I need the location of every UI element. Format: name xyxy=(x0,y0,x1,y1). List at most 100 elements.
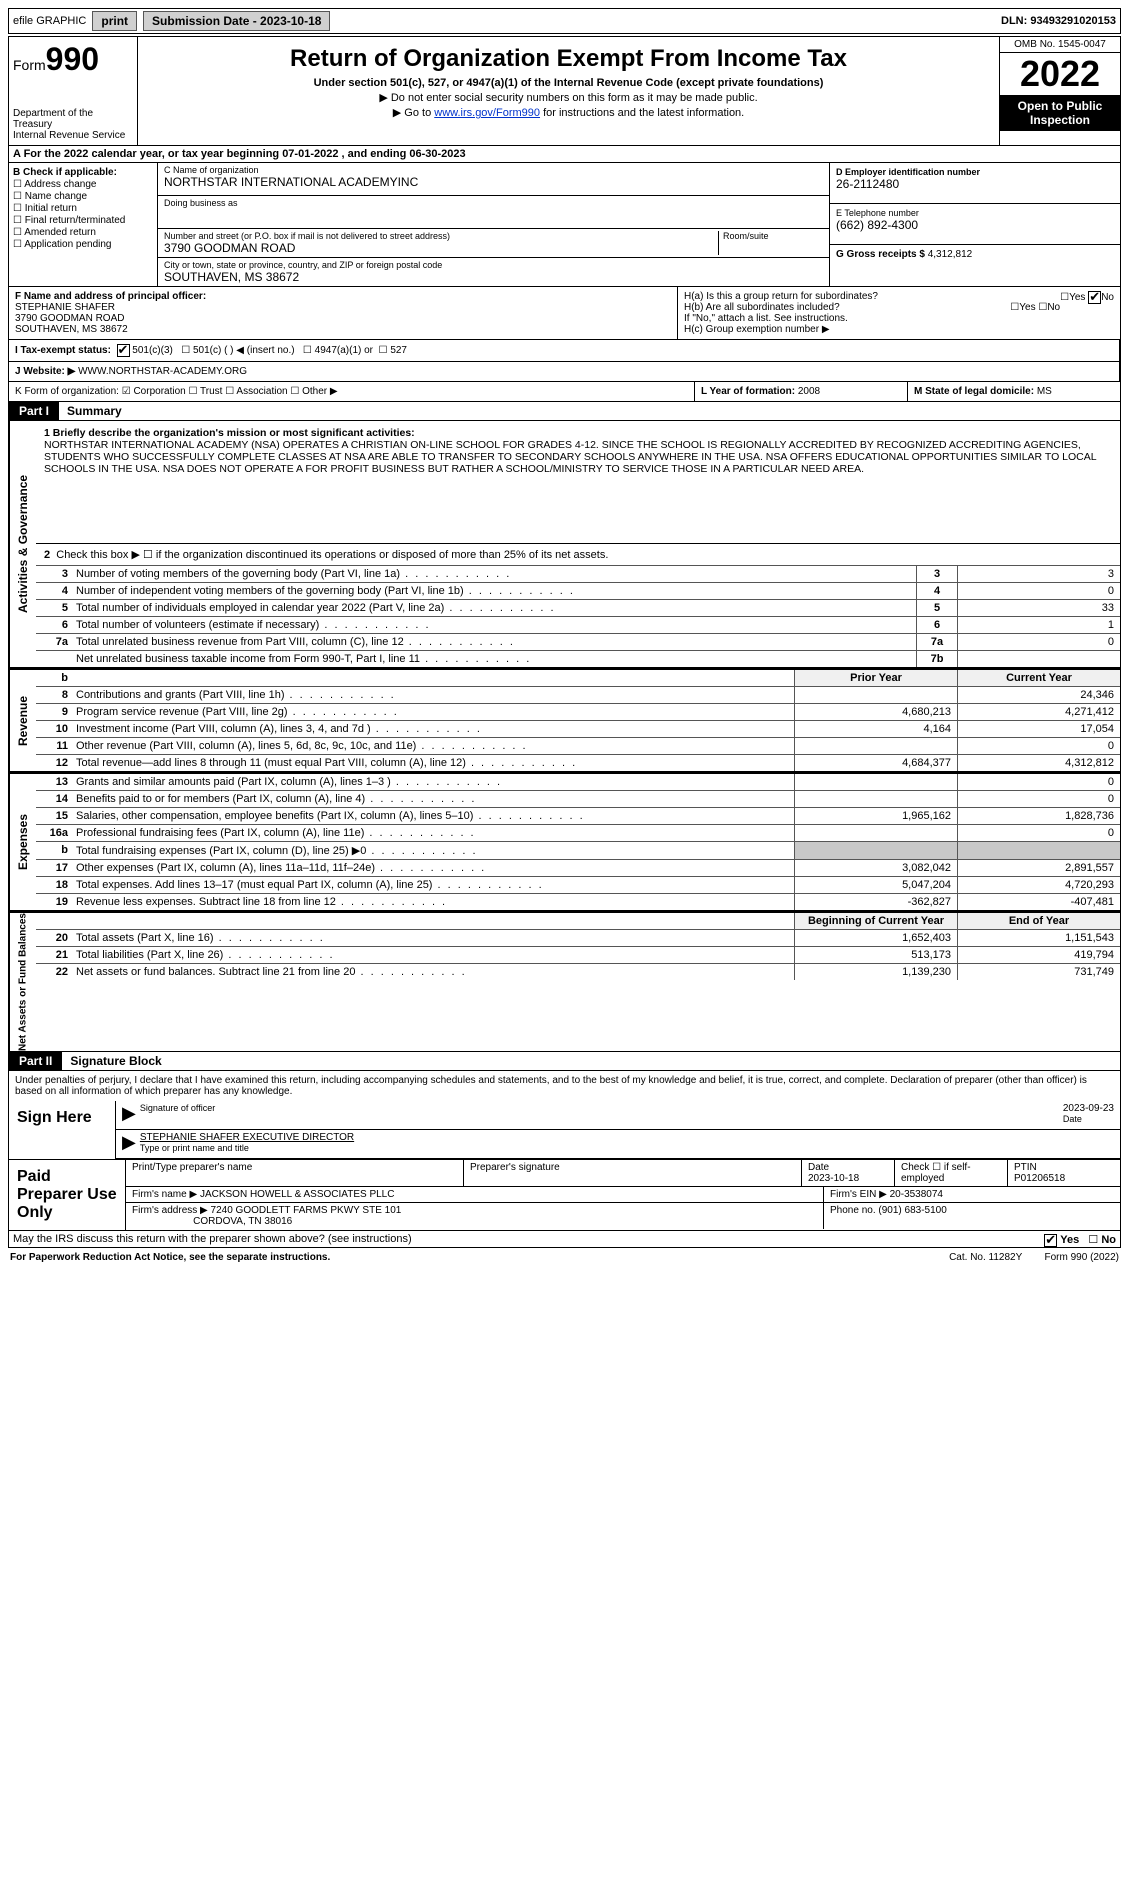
header-right: OMB No. 1545-0047 2022 Open to Public In… xyxy=(999,37,1120,145)
discuss-yes: Yes xyxy=(1060,1234,1079,1246)
room-label: Room/suite xyxy=(723,231,823,241)
ha-yes[interactable]: Yes xyxy=(1069,292,1085,303)
mission-block: 1 Briefly describe the organization's mi… xyxy=(36,421,1120,544)
line-2: 2 Check this box ▶ ☐ if the organization… xyxy=(36,544,1120,566)
ptin-label: PTIN xyxy=(1014,1162,1037,1173)
firm-ein: 20-3538074 xyxy=(890,1189,943,1200)
preparer-block: Paid Preparer Use Only Print/Type prepar… xyxy=(8,1160,1121,1231)
ha-label: H(a) Is this a group return for subordin… xyxy=(684,291,878,302)
header-left: Form990 Department of the Treasury Inter… xyxy=(9,37,138,145)
phone-label: E Telephone number xyxy=(836,208,1114,218)
discuss-yes-check[interactable] xyxy=(1044,1234,1057,1247)
box-l: L Year of formation: 2008 xyxy=(695,382,908,401)
firm-ein-label: Firm's EIN ▶ xyxy=(830,1189,887,1200)
mission-text: NORTHSTAR INTERNATIONAL ACADEMY (NSA) OP… xyxy=(44,439,1096,475)
org-name-label: C Name of organization xyxy=(164,165,823,175)
row-i: I Tax-exempt status: 501(c)(3) ☐ 501(c) … xyxy=(8,340,1121,362)
chk-501c3[interactable] xyxy=(117,344,130,357)
exp-line-14: 14Benefits paid to or for members (Part … xyxy=(36,791,1120,808)
vtab-netassets: Net Assets or Fund Balances xyxy=(9,913,36,1051)
discuss-label: May the IRS discuss this return with the… xyxy=(13,1233,412,1245)
street-value: 3790 GOODMAN ROAD xyxy=(164,241,718,255)
top-bar: efile GRAPHIC print Submission Date - 20… xyxy=(8,8,1121,34)
part1-title: Summary xyxy=(59,402,130,420)
discuss-no[interactable]: No xyxy=(1101,1234,1116,1246)
omb-number: OMB No. 1545-0047 xyxy=(1000,37,1120,53)
form-prefix: Form xyxy=(13,57,46,73)
part1-badge: Part I xyxy=(9,402,59,420)
website-value: WWW.NORTHSTAR-ACADEMY.ORG xyxy=(78,366,247,377)
box-b-label: B Check if applicable: xyxy=(13,167,117,178)
gov-line-5: 5Total number of individuals employed in… xyxy=(36,600,1120,617)
row-a-tax-year: A For the 2022 calendar year, or tax yea… xyxy=(8,146,1121,163)
officer-signature-line: ▶ Signature of officer 2023-09-23Date xyxy=(116,1101,1120,1130)
discuss-row: May the IRS discuss this return with the… xyxy=(8,1231,1121,1248)
box-m: M State of legal domicile: MS xyxy=(908,382,1120,401)
exp-line-17: 17Other expenses (Part IX, column (A), l… xyxy=(36,860,1120,877)
paperwork-notice: For Paperwork Reduction Act Notice, see … xyxy=(10,1252,330,1263)
ptin-value: P01206518 xyxy=(1014,1173,1065,1184)
prep-selfemp-label[interactable]: Check ☐ if self-employed xyxy=(901,1162,971,1184)
ha-no-check[interactable] xyxy=(1088,291,1101,304)
gov-line-7b: Net unrelated business taxable income fr… xyxy=(36,651,1120,667)
officer-addr2: SOUTHAVEN, MS 38672 xyxy=(15,324,128,335)
submission-date-button[interactable]: Submission Date - 2023-10-18 xyxy=(143,11,330,31)
form-990-number: 990 xyxy=(46,41,99,77)
firm-name: JACKSON HOWELL & ASSOCIATES PLLC xyxy=(200,1189,395,1200)
vtab-governance: Activities & Governance xyxy=(9,421,36,667)
chk-initial-return[interactable]: ☐ Initial return xyxy=(13,203,153,214)
hb-yes[interactable]: Yes xyxy=(1019,302,1035,313)
firm-addr-label: Firm's address ▶ xyxy=(132,1205,208,1216)
opt-4947[interactable]: 4947(a)(1) or xyxy=(315,345,373,356)
hb-label: H(b) Are all subordinates included? xyxy=(684,302,840,313)
tax-year: 2022 xyxy=(1000,53,1120,95)
tax-exempt-label: I Tax-exempt status: xyxy=(15,345,111,356)
chk-name-change[interactable]: ☐ Name change xyxy=(13,191,153,202)
ein-label: D Employer identification number xyxy=(836,167,980,177)
opt-527[interactable]: 527 xyxy=(390,345,407,356)
hc-label: H(c) Group exemption number ▶ xyxy=(684,324,1114,335)
gov-line-7a: 7aTotal unrelated business revenue from … xyxy=(36,634,1120,651)
gov-line-3: 3Number of voting members of the governi… xyxy=(36,566,1120,583)
dept-treasury: Department of the Treasury xyxy=(13,108,133,130)
hb-note: If "No," attach a list. See instructions… xyxy=(684,313,1114,324)
print-button[interactable]: print xyxy=(92,11,137,31)
exp-line-15: 15Salaries, other compensation, employee… xyxy=(36,808,1120,825)
preparer-label: Paid Preparer Use Only xyxy=(9,1160,125,1230)
rev-line-8: 8Contributions and grants (Part VIII, li… xyxy=(36,687,1120,704)
dln-label: DLN: 93493291020153 xyxy=(1001,15,1116,27)
exp-line-b: bTotal fundraising expenses (Part IX, co… xyxy=(36,842,1120,860)
name-arrow-icon: ▶ xyxy=(122,1132,136,1156)
box-h: H(a) Is this a group return for subordin… xyxy=(678,287,1120,339)
begin-year-header: Beginning of Current Year xyxy=(794,913,957,929)
vtab-revenue: Revenue xyxy=(9,670,36,771)
chk-amended-return[interactable]: ☐ Amended return xyxy=(13,227,153,238)
chk-final-return[interactable]: ☐ Final return/terminated xyxy=(13,215,153,226)
ssn-note: ▶ Do not enter social security numbers o… xyxy=(142,91,995,104)
net-line-22: 22Net assets or fund balances. Subtract … xyxy=(36,964,1120,980)
prep-sig-label: Preparer's signature xyxy=(470,1162,560,1173)
rev-line-12: 12Total revenue—add lines 8 through 11 (… xyxy=(36,755,1120,771)
officer-sig-label: Signature of officer xyxy=(140,1103,215,1127)
chk-address-change[interactable]: ☐ Address change xyxy=(13,179,153,190)
officer-name: STEPHANIE SHAFER xyxy=(15,302,115,313)
box-k: K Form of organization: ☑ Corporation ☐ … xyxy=(9,382,695,401)
gross-receipts-value: 4,312,812 xyxy=(928,249,973,260)
expenses-section: Expenses 13Grants and similar amounts pa… xyxy=(8,772,1121,911)
form-header: Form990 Department of the Treasury Inter… xyxy=(8,36,1121,146)
page-footer: For Paperwork Reduction Act Notice, see … xyxy=(8,1248,1121,1267)
hb-no[interactable]: No xyxy=(1047,302,1060,313)
website-label: J Website: ▶ xyxy=(15,366,75,377)
org-name: NORTHSTAR INTERNATIONAL ACADEMYINC xyxy=(164,175,823,189)
opt-501c[interactable]: 501(c) ( ) ◀ (insert no.) xyxy=(193,345,295,356)
officer-addr1: 3790 GOODMAN ROAD xyxy=(15,313,124,324)
chk-application-pending[interactable]: ☐ Application pending xyxy=(13,239,153,250)
officer-label: F Name and address of principal officer: xyxy=(15,291,206,302)
gov-line-4: 4Number of independent voting members of… xyxy=(36,583,1120,600)
efile-label: efile GRAPHIC xyxy=(13,15,86,27)
officer-printed-name: STEPHANIE SHAFER EXECUTIVE DIRECTOR xyxy=(140,1132,354,1143)
irs-link[interactable]: www.irs.gov/Form990 xyxy=(434,107,540,119)
sign-date: 2023-09-23 xyxy=(1063,1103,1114,1114)
revenue-section: Revenue b Prior Year Current Year 8Contr… xyxy=(8,668,1121,772)
phone-value: (662) 892-4300 xyxy=(836,218,1114,232)
